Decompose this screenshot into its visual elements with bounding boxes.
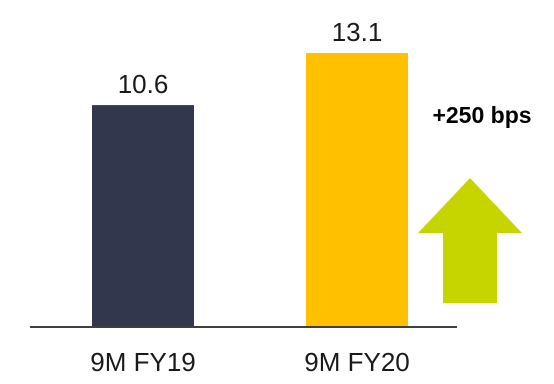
bars-group: 10.6 9M FY19 13.1 9M FY20: [90, 17, 410, 377]
category-label-2: 9M FY20: [304, 347, 410, 377]
bar-1: [92, 105, 194, 326]
bar-2: [306, 53, 408, 326]
annotation-label: +250 bps: [432, 102, 531, 128]
up-arrow-icon: [418, 178, 522, 303]
data-label-2: 13.1: [332, 17, 383, 47]
category-label-1: 9M FY19: [90, 347, 196, 377]
data-label-1: 10.6: [118, 69, 169, 99]
